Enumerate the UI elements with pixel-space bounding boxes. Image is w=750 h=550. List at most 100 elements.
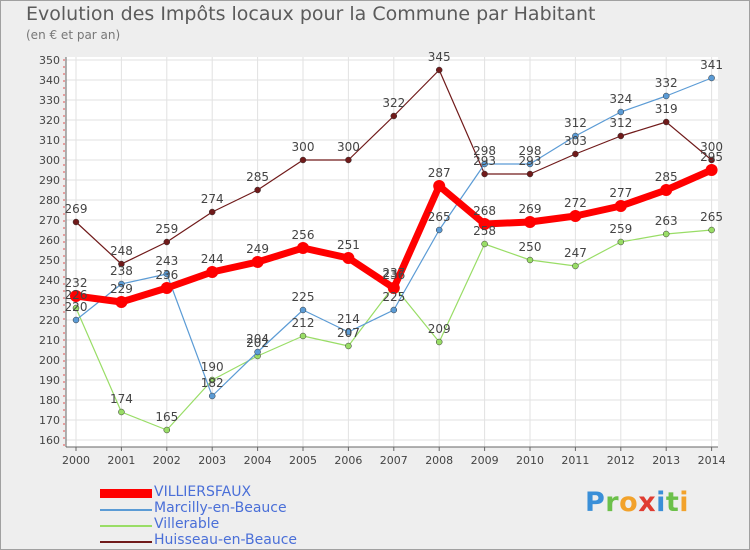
data-label-villerable: 247 xyxy=(564,246,587,260)
data-label-villerable: 207 xyxy=(337,326,360,340)
x-tick-label: 2009 xyxy=(471,454,499,467)
data-label-marcilly-en-beauce: 225 xyxy=(292,290,315,304)
data-label-marcilly-en-beauce: 225 xyxy=(382,290,405,304)
y-tick-label: 340 xyxy=(39,74,60,87)
data-label-marcilly-en-beauce: 298 xyxy=(519,144,542,158)
y-tick-label: 160 xyxy=(39,434,60,447)
data-point-marcilly-en-beauce xyxy=(435,226,443,234)
data-point-huisseau-en-beauce xyxy=(617,132,625,140)
data-label-marcilly-en-beauce: 298 xyxy=(473,144,496,158)
data-point-villiersfaux xyxy=(387,282,400,294)
x-tick-label: 2013 xyxy=(652,454,680,467)
data-label-marcilly-en-beauce: 243 xyxy=(155,254,178,268)
y-tick-label: 200 xyxy=(39,354,60,367)
logo-letter: i xyxy=(656,487,666,518)
data-point-villerable xyxy=(163,426,171,434)
data-point-villerable xyxy=(572,262,579,270)
x-tick-label: 2012 xyxy=(607,454,635,467)
data-point-huisseau-en-beauce xyxy=(299,156,307,164)
data-label-huisseau-en-beauce: 285 xyxy=(246,170,269,184)
data-point-huisseau-en-beauce xyxy=(208,208,216,216)
data-label-huisseau-en-beauce: 300 xyxy=(700,140,723,154)
axes: 160 170 180 190 200 210 220 230 240 250 260 270 280 2… xyxy=(39,54,726,467)
proxiti-logo: Proxiti xyxy=(585,487,689,518)
data-point-villiersfaux xyxy=(251,256,264,268)
chart-subtitle: (en € et par an) xyxy=(26,28,121,42)
data-label-villerable: 265 xyxy=(700,210,723,224)
x-tick-label: 2001 xyxy=(107,454,135,467)
data-label-huisseau-en-beauce: 293 xyxy=(519,154,542,168)
data-label-marcilly-en-beauce: 332 xyxy=(655,76,678,90)
data-point-villerable xyxy=(435,338,443,346)
data-point-villerable xyxy=(118,408,125,416)
data-label-villiersfaux: 236 xyxy=(155,268,178,282)
data-label-villiersfaux: 251 xyxy=(337,238,360,252)
data-point-huisseau-en-beauce xyxy=(345,156,352,164)
data-point-villiersfaux xyxy=(478,218,491,230)
data-label-marcilly-en-beauce: 341 xyxy=(700,58,723,72)
y-tick-label: 220 xyxy=(39,314,60,327)
y-tick-label: 300 xyxy=(39,154,60,167)
data-label-marcilly-en-beauce: 312 xyxy=(564,116,587,130)
data-point-marcilly-en-beauce xyxy=(662,92,670,100)
x-tick-label: 2006 xyxy=(334,454,362,467)
data-point-huisseau-en-beauce xyxy=(526,170,534,178)
data-label-huisseau-en-beauce: 319 xyxy=(655,102,678,116)
data-label-villerable: 209 xyxy=(428,322,451,336)
data-label-huisseau-en-beauce: 303 xyxy=(564,134,587,148)
data-label-villiersfaux: 287 xyxy=(428,166,451,180)
y-tick-label: 180 xyxy=(39,394,60,407)
data-label-villiersfaux: 256 xyxy=(292,228,315,242)
x-tick-label: 2005 xyxy=(289,454,317,467)
legend-item: VILLIERSFAUX xyxy=(100,484,400,501)
data-label-villerable: 259 xyxy=(609,222,632,236)
x-tick-label: 2010 xyxy=(516,454,544,467)
data-point-huisseau-en-beauce xyxy=(708,156,715,164)
legend-swatch xyxy=(100,489,152,498)
data-label-villerable: 258 xyxy=(473,224,496,238)
data-point-villerable xyxy=(526,256,534,264)
data-point-marcilly-en-beauce xyxy=(572,132,579,140)
data-point-villerable xyxy=(345,342,352,350)
y-tick-label: 190 xyxy=(39,374,60,387)
data-point-villiersfaux xyxy=(297,242,309,254)
grid-lines xyxy=(66,57,718,447)
data-label-villerable: 190 xyxy=(201,360,224,374)
data-label-villerable: 174 xyxy=(110,392,133,406)
data-point-villiersfaux xyxy=(614,200,627,212)
data-label-villerable: 202 xyxy=(246,336,269,350)
data-label-huisseau-en-beauce: 269 xyxy=(65,202,88,216)
data-label-marcilly-en-beauce: 214 xyxy=(337,312,360,326)
series-layer xyxy=(70,66,718,434)
logo-letter: r xyxy=(605,487,620,518)
x-tick-label: 2007 xyxy=(380,454,408,467)
x-tick-label: 2004 xyxy=(244,454,272,467)
y-tick-label: 310 xyxy=(39,134,60,147)
data-label-villerable: 237 xyxy=(382,266,405,280)
plot-area xyxy=(66,57,718,447)
y-tick-label: 320 xyxy=(39,114,60,127)
data-label-huisseau-en-beauce: 274 xyxy=(201,192,224,206)
data-point-villiersfaux xyxy=(705,164,718,176)
y-tick-label: 270 xyxy=(39,214,60,227)
data-point-marcilly-en-beauce xyxy=(617,108,625,116)
data-label-villerable: 263 xyxy=(655,214,678,228)
data-point-marcilly-en-beauce xyxy=(390,306,398,314)
data-point-huisseau-en-beauce xyxy=(163,238,171,246)
data-label-huisseau-en-beauce: 293 xyxy=(473,154,496,168)
legend-label: Huisseau-en-Beauce xyxy=(154,532,298,548)
data-point-villiersfaux xyxy=(342,252,355,264)
data-point-huisseau-en-beauce xyxy=(72,218,80,226)
data-label-marcilly-en-beauce: 265 xyxy=(428,210,451,224)
legend-label: Villerable xyxy=(154,516,220,532)
data-label-villerable: 212 xyxy=(292,316,315,330)
data-label-marcilly-en-beauce: 220 xyxy=(65,300,88,314)
legend-swatch xyxy=(100,525,152,527)
data-point-marcilly-en-beauce xyxy=(526,160,534,168)
data-label-huisseau-en-beauce: 345 xyxy=(428,50,451,64)
data-point-huisseau-en-beauce xyxy=(481,170,488,178)
data-label-marcilly-en-beauce: 238 xyxy=(110,264,133,278)
data-point-villerable xyxy=(72,304,80,312)
data-label-marcilly-en-beauce: 204 xyxy=(246,332,269,346)
data-label-huisseau-en-beauce: 312 xyxy=(609,116,632,130)
